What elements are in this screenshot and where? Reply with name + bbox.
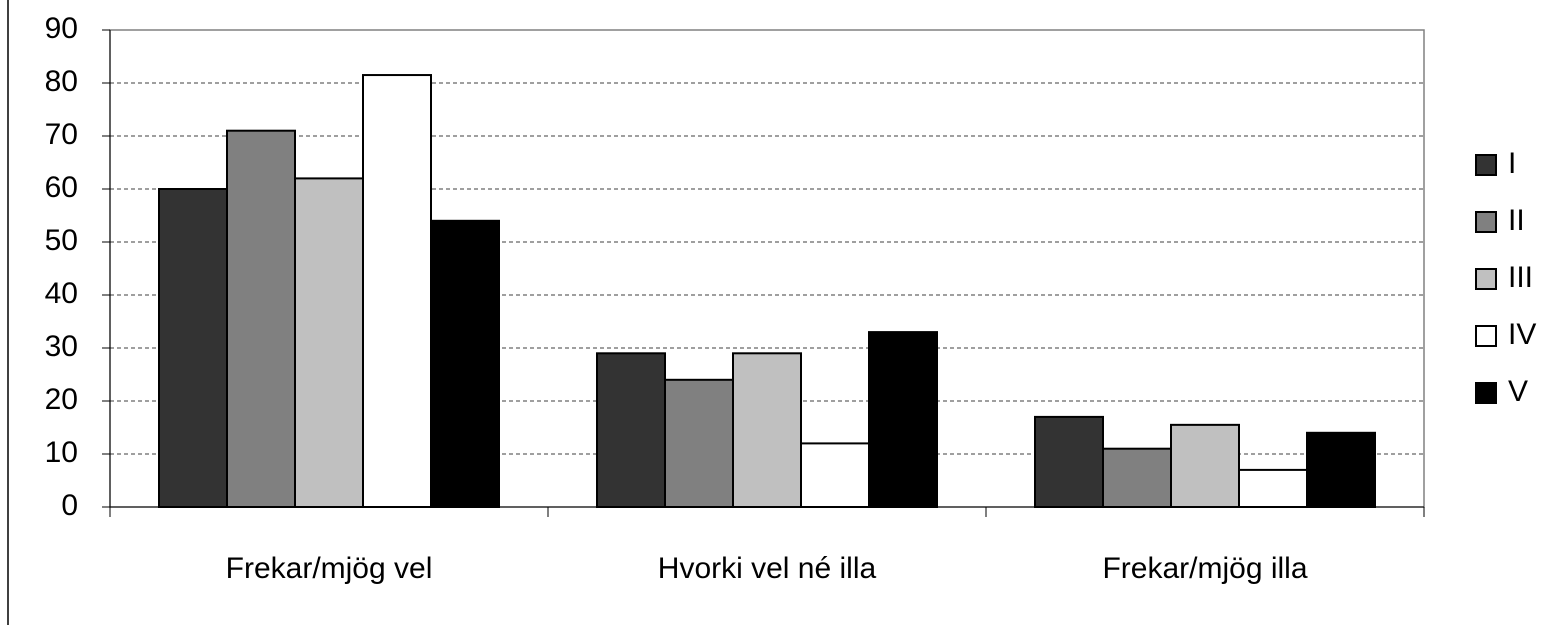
y-tick-label: 90	[45, 12, 78, 45]
x-tick-label: Frekar/mjög vel	[226, 552, 433, 585]
legend-label: II	[1508, 204, 1525, 237]
y-tick-label: 80	[45, 65, 78, 98]
bar	[1306, 431, 1376, 508]
legend-swatch	[1475, 268, 1497, 290]
legend-swatch	[1475, 211, 1497, 233]
y-tick-label: 40	[45, 277, 78, 310]
bar	[868, 331, 938, 508]
bar	[664, 378, 734, 508]
legend-swatch	[1475, 325, 1497, 347]
bar	[1102, 447, 1172, 509]
bar	[226, 129, 296, 508]
legend-swatch	[1475, 382, 1497, 404]
bar	[1170, 423, 1240, 509]
legend-swatch	[1475, 154, 1497, 176]
y-tick-label: 0	[61, 489, 78, 522]
bar	[294, 177, 364, 508]
bar	[430, 219, 500, 509]
y-tick-label: 70	[45, 118, 78, 151]
bar	[362, 74, 432, 509]
legend-label: IV	[1508, 318, 1536, 351]
legend-label: I	[1508, 147, 1516, 180]
bar	[800, 442, 870, 508]
legend-label: III	[1508, 261, 1533, 294]
bar	[732, 352, 802, 508]
bar	[596, 352, 666, 508]
y-tick-label: 50	[45, 224, 78, 257]
y-tick-label: 10	[45, 436, 78, 469]
y-tick-label: 30	[45, 330, 78, 363]
x-tick-label: Hvorki vel né illa	[658, 552, 877, 585]
legend-label: V	[1508, 375, 1528, 408]
y-tick-label: 60	[45, 171, 78, 204]
bar	[1034, 415, 1104, 508]
bar	[158, 188, 228, 508]
bar	[1238, 468, 1308, 508]
y-tick-label: 20	[45, 383, 78, 416]
x-tick-label: Frekar/mjög illa	[1102, 552, 1307, 585]
